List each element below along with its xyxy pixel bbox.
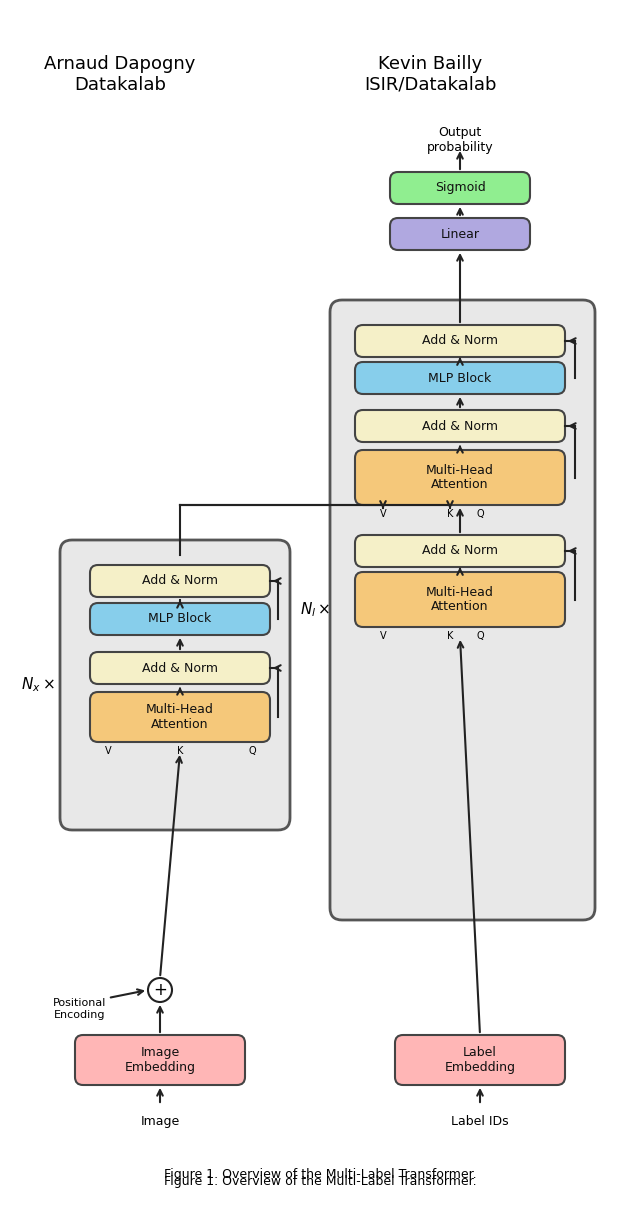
Text: Label IDs: Label IDs [451, 1116, 509, 1128]
Text: Output
probability: Output probability [427, 125, 493, 154]
Text: MLP Block: MLP Block [428, 371, 492, 385]
Text: Figure 1. Overview of the Multi-Label Transformer.: Figure 1. Overview of the Multi-Label Tr… [164, 1167, 476, 1181]
FancyBboxPatch shape [90, 564, 270, 597]
Text: Figure 1. Overview of the Multi-Label Transformer.: Figure 1. Overview of the Multi-Label Tr… [164, 1175, 476, 1188]
Text: V: V [380, 509, 387, 519]
FancyBboxPatch shape [355, 450, 565, 505]
Text: Sigmoid: Sigmoid [435, 181, 485, 194]
FancyBboxPatch shape [355, 362, 565, 394]
Text: MLP Block: MLP Block [148, 613, 212, 626]
Text: Image
Embedding: Image Embedding [125, 1046, 195, 1075]
FancyBboxPatch shape [90, 692, 270, 742]
FancyBboxPatch shape [90, 652, 270, 684]
FancyBboxPatch shape [395, 1035, 565, 1085]
Text: Add & Norm: Add & Norm [422, 420, 498, 433]
Text: Add & Norm: Add & Norm [142, 574, 218, 587]
Text: Label
Embedding: Label Embedding [445, 1046, 515, 1075]
Text: $N_l\times$: $N_l\times$ [300, 601, 330, 620]
FancyBboxPatch shape [355, 535, 565, 567]
Text: K: K [447, 631, 453, 642]
Text: Image: Image [140, 1116, 180, 1128]
Text: V: V [380, 631, 387, 642]
Text: $N_x\times$: $N_x\times$ [21, 675, 55, 695]
Text: Positional
Encoding: Positional Encoding [53, 999, 107, 1019]
FancyBboxPatch shape [390, 218, 530, 250]
Text: Kevin Bailly
ISIR/Datakalab: Kevin Bailly ISIR/Datakalab [364, 55, 496, 94]
Text: Q: Q [476, 631, 484, 642]
FancyBboxPatch shape [330, 300, 595, 920]
FancyBboxPatch shape [60, 540, 290, 830]
FancyBboxPatch shape [355, 410, 565, 443]
Text: Linear: Linear [440, 228, 479, 240]
FancyBboxPatch shape [355, 324, 565, 357]
Text: K: K [447, 509, 453, 519]
Text: Add & Norm: Add & Norm [422, 334, 498, 347]
Text: Multi-Head
Attention: Multi-Head Attention [426, 463, 494, 492]
Text: Add & Norm: Add & Norm [142, 662, 218, 674]
Text: Add & Norm: Add & Norm [422, 544, 498, 557]
Text: Multi-Head
Attention: Multi-Head Attention [146, 703, 214, 731]
Text: V: V [105, 747, 111, 756]
FancyBboxPatch shape [390, 172, 530, 204]
FancyBboxPatch shape [90, 603, 270, 636]
Text: Arnaud Dapogny
Datakalab: Arnaud Dapogny Datakalab [44, 55, 196, 94]
Text: K: K [177, 747, 183, 756]
FancyBboxPatch shape [355, 572, 565, 627]
Text: +: + [153, 980, 167, 999]
Text: Q: Q [248, 747, 256, 756]
Text: Q: Q [476, 509, 484, 519]
Text: Multi-Head
Attention: Multi-Head Attention [426, 585, 494, 614]
FancyBboxPatch shape [75, 1035, 245, 1085]
